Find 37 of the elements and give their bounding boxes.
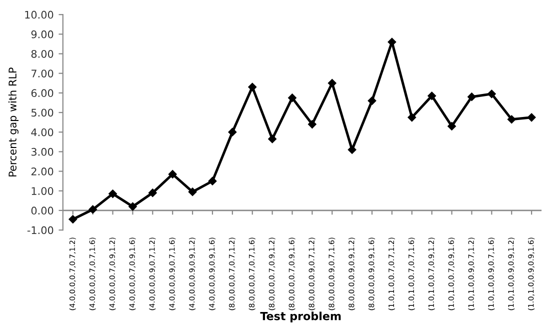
point [88,205,97,214]
y-tick-label: 2.00 [31,168,54,176]
point [248,82,256,92]
y-tick-label: 1.00 [32,187,54,195]
y-tick-label: 8.00 [31,50,54,58]
point [488,90,496,98]
y-tick-label: 10.00 [25,10,54,19]
y-tick-label: 5.00 [31,108,54,117]
point [148,188,157,197]
point [348,146,356,154]
y-axis-title: Percent gap with RLP [8,68,18,176]
point [188,188,197,196]
point [428,92,436,100]
point [468,92,476,101]
point [368,96,376,105]
point [68,215,78,224]
point [448,122,456,130]
point [308,120,316,128]
y-tick-label: 0.00 [31,206,54,215]
point [108,190,117,198]
point [328,79,336,88]
x-axis-title: Test problem [260,312,341,322]
point [208,176,217,186]
point [507,115,516,124]
point [168,170,177,178]
point [268,134,276,144]
point [408,113,416,122]
y-tick-label: 4.00 [31,128,54,136]
y-tick-label: 7.00 [32,70,54,78]
y-tick-label: 6.00 [31,89,54,98]
point [228,128,237,136]
point [128,202,137,211]
y-tick-label: 9.00 [31,30,54,38]
point [527,113,536,122]
y-tick-label: -1.00 [27,226,54,234]
point [288,94,296,102]
y-tick-label: 3.00 [31,148,54,156]
